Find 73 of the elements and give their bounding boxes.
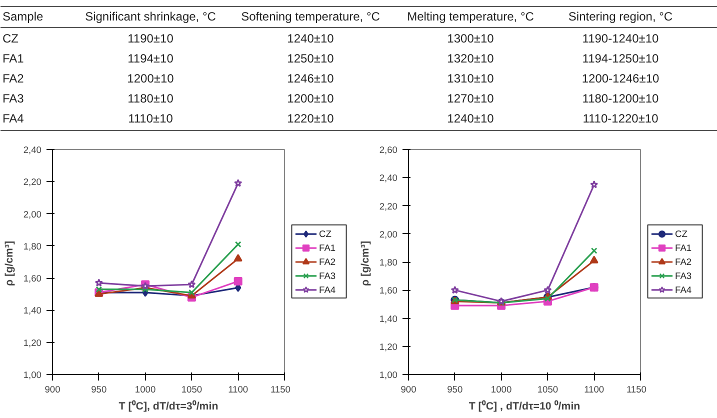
legend-label: CZ (675, 229, 688, 240)
text: 1200±10 (127, 72, 174, 86)
x-tick-label: 1150 (626, 384, 647, 394)
text: 1200-1246±10 (582, 72, 660, 86)
text: FA3 (2, 92, 24, 106)
y-tick-label: 2,40 (23, 145, 42, 155)
text: 1110±10 (128, 112, 174, 126)
legend-label: FA2 (319, 257, 336, 267)
y-tick-label: 1,20 (23, 338, 42, 348)
y-axis-title: ρ [g/cm³] (3, 240, 16, 286)
legend-label: FA3 (319, 270, 336, 281)
x-tick-label: 1050 (537, 384, 558, 394)
text: 1190±10 (128, 32, 174, 46)
x-tick-label: 900 (44, 384, 60, 394)
text: 1310±10 (447, 72, 494, 86)
x-axis-title: T [⁰C], dT/dτ=3⁰/min (118, 400, 218, 412)
legend-label: CZ (319, 229, 332, 240)
y-tick-label: 1,40 (23, 306, 42, 316)
y-tick-label: 2,40 (379, 173, 398, 184)
y-tick-label: 1,80 (379, 258, 398, 268)
text: 1180-1200±10 (582, 92, 660, 106)
y-tick-label: 1,00 (23, 370, 42, 380)
legend-label: FA1 (675, 243, 692, 254)
x-tick-label: 1050 (181, 384, 202, 394)
y-tick-label: 1,40 (379, 314, 398, 324)
y-tick-label: 1,60 (23, 274, 42, 284)
y-tick-label: 2,20 (23, 177, 42, 188)
text: 1190-1240±10 (582, 32, 660, 46)
y-tick-label: 2,20 (379, 201, 398, 212)
text: Softening temperature, °C (241, 10, 380, 24)
text: 1250±10 (287, 52, 334, 66)
text: 1300±10 (447, 32, 494, 46)
text: 1240±10 (287, 32, 334, 46)
text: Significant shrinkage, °C (85, 10, 216, 24)
text: 1194±10 (128, 52, 174, 66)
text: Melting temperature, °C (407, 10, 534, 24)
text: 1180±10 (128, 92, 174, 106)
x-tick-label: 1000 (134, 384, 156, 394)
y-tick-label: 2,00 (23, 209, 42, 220)
y-tick-label: 1,20 (379, 342, 398, 352)
x-tick-label: 950 (91, 384, 107, 394)
x-tick-label: 1000 (490, 384, 512, 394)
text: Sample (2, 10, 44, 24)
text: CZ (2, 32, 18, 46)
y-tick-label: 2,00 (379, 229, 398, 240)
legend-label: FA4 (675, 284, 692, 295)
x-tick-label: 900 (400, 384, 416, 394)
text: 1110-1220±10 (582, 112, 659, 126)
text: 1270±10 (447, 92, 494, 106)
text: 1194-1250±10 (582, 52, 660, 66)
x-axis-title: T [⁰C] , dT/dτ=10 ⁰/min (468, 400, 580, 412)
text: FA2 (2, 72, 24, 86)
x-tick-label: 1100 (584, 384, 604, 394)
y-axis-title: ρ [g/cm³] (359, 240, 372, 286)
legend-label: FA4 (319, 284, 336, 295)
legend-label: FA1 (319, 243, 336, 254)
text: Sintering region, °C (568, 10, 673, 24)
x-tick-label: 950 (447, 384, 463, 394)
text: 1320±10 (447, 52, 494, 66)
y-tick-label: 1,00 (379, 370, 398, 380)
y-tick-label: 1,80 (23, 241, 42, 252)
y-tick-label: 1,60 (379, 286, 398, 296)
legend-label: FA3 (675, 270, 692, 281)
x-tick-label: 1150 (270, 384, 291, 394)
text: 1246±10 (287, 72, 334, 86)
text: 1200±10 (287, 92, 334, 106)
x-tick-label: 1100 (228, 384, 248, 394)
text: FA4 (2, 112, 24, 126)
text: FA1 (2, 52, 24, 66)
y-tick-label: 2,60 (379, 145, 398, 155)
text: 1220±10 (287, 112, 334, 126)
text: 1240±10 (447, 112, 494, 126)
legend-label: FA2 (675, 257, 692, 267)
